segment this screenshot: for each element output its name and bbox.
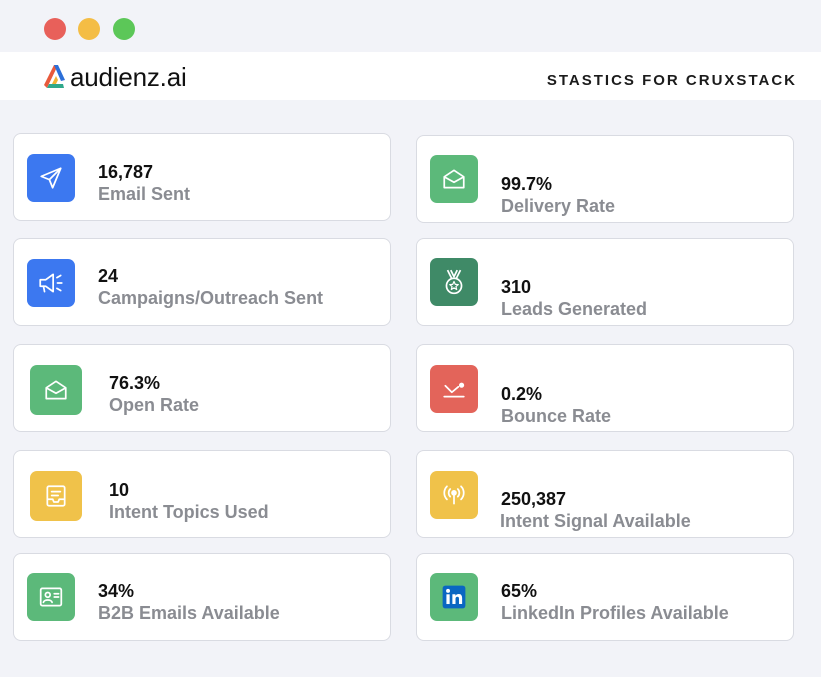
header-bar: audienz.ai STASTICS FOR CRUXSTACK (0, 52, 821, 100)
stat-value: 16,787 (98, 162, 154, 182)
stat-label: Campaigns/Outreach Sent (98, 288, 324, 308)
icon-tile (430, 155, 478, 203)
stat-value: 0.2% (501, 384, 543, 404)
stat-label: LinkedIn Profiles Available (501, 603, 729, 623)
page-title: STASTICS FOR CRUXSTACK (546, 72, 797, 89)
audienz-logo-icon (44, 64, 66, 90)
stat-card-campaigns: 24 Campaigns/Outreach Sent (13, 238, 391, 326)
stat-label: Bounce Rate (501, 406, 612, 426)
open-envelope-icon (441, 166, 467, 192)
stat-card-delivery-rate: 99.7% Delivery Rate (416, 135, 794, 223)
brand-logo: audienz.ai (44, 63, 187, 91)
contact-card-icon (38, 585, 64, 609)
icon-tile (430, 471, 478, 519)
stat-label: Intent Topics Used (109, 502, 269, 522)
stat-value: 99.7% (501, 174, 553, 194)
stat-card-intent-topics: 10 Intent Topics Used (13, 450, 391, 538)
icon-tile (27, 259, 75, 307)
stat-value: 76.3% (109, 373, 161, 393)
stat-card-bounce-rate: 0.2% Bounce Rate (416, 344, 794, 432)
maximize-window-button[interactable] (113, 18, 135, 40)
bounce-icon (441, 377, 467, 401)
open-envelope-icon (43, 377, 69, 403)
stat-label: Intent Signal Available (500, 511, 691, 531)
send-icon (38, 165, 64, 191)
medal-icon (441, 268, 467, 296)
stat-label: Leads Generated (501, 299, 648, 319)
icon-tile (430, 365, 478, 413)
inbox-icon (43, 483, 69, 509)
stat-card-email-sent: 16,787 Email Sent (13, 133, 391, 221)
stat-label: Email Sent (98, 184, 191, 204)
stat-value: 250,387 (501, 489, 567, 509)
minimize-window-button[interactable] (78, 18, 100, 40)
megaphone-icon (37, 270, 65, 296)
stat-card-b2b-emails: 34% B2B Emails Available (13, 553, 391, 641)
icon-tile (430, 573, 478, 621)
close-window-button[interactable] (44, 18, 66, 40)
stat-value: 310 (501, 277, 532, 297)
logo-text: audienz.ai (70, 62, 187, 92)
stat-value: 65% (501, 581, 538, 601)
stat-label: Open Rate (109, 395, 200, 415)
stat-label: Delivery Rate (501, 196, 616, 216)
icon-tile (430, 258, 478, 306)
linkedin-icon (441, 584, 467, 610)
signal-icon (441, 482, 467, 508)
stat-label: B2B Emails Available (98, 603, 280, 623)
icon-tile (30, 365, 82, 415)
stat-card-leads-generated: 310 Leads Generated (416, 238, 794, 326)
stat-card-open-rate: 76.3% Open Rate (13, 344, 391, 432)
stat-value: 34% (98, 581, 135, 601)
stat-card-linkedin-profiles: 65% LinkedIn Profiles Available (416, 553, 794, 641)
icon-tile (27, 154, 75, 202)
icon-tile (30, 471, 82, 521)
icon-tile (27, 573, 75, 621)
title-bar (0, 0, 821, 52)
stat-value: 10 (109, 480, 130, 500)
stat-card-intent-signal: 250,387 Intent Signal Available (416, 450, 794, 538)
stat-value: 24 (98, 266, 119, 286)
